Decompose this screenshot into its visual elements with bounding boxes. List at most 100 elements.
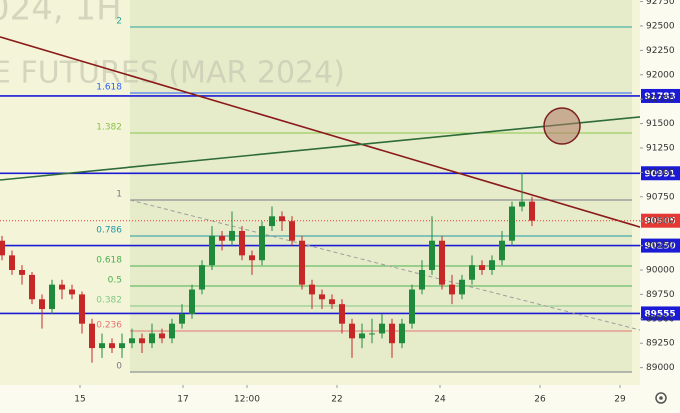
price-badge-label: 90250 [644, 242, 675, 252]
candle-body [219, 235, 225, 241]
candle-body [239, 230, 245, 256]
candle-body [489, 260, 495, 270]
candle-body [339, 304, 345, 324]
x-tick-label: 17 [177, 395, 188, 405]
fib-label: 1 [116, 190, 122, 200]
candle-body [399, 323, 405, 344]
candle-body [0, 240, 5, 256]
candle-body [299, 240, 305, 285]
candle-body [279, 216, 285, 222]
candle-body [289, 221, 295, 241]
candle-body [269, 216, 275, 227]
watermark: E FUTURES (MAR 2024) [0, 56, 345, 91]
candle-body [9, 255, 15, 270]
x-tick-label: 15 [74, 395, 85, 405]
price-badge-label: 91783 [644, 92, 675, 102]
price-badge-label: 90991 [644, 169, 675, 179]
candle-body [249, 255, 255, 261]
settings-icon[interactable] [655, 392, 667, 404]
candle-body [89, 323, 95, 349]
y-tick-label: 91750 [646, 95, 675, 105]
candle-body [129, 338, 135, 344]
y-tick-label: 91000 [646, 168, 675, 178]
y-tick-label: 92000 [646, 70, 675, 80]
trend-line [129, 199, 640, 331]
circle-marker [543, 107, 581, 145]
price-axis [640, 0, 680, 413]
candle-body [349, 323, 355, 339]
y-tick-label: 90250 [646, 241, 675, 251]
candle-body [439, 240, 445, 285]
candle-body [159, 333, 165, 339]
candle-body [179, 313, 185, 324]
trend-line [0, 116, 640, 181]
fib-label: 0.5 [108, 276, 122, 286]
x-tick-label: 12:00 [234, 395, 260, 405]
candle-body [389, 323, 395, 344]
candle-body [169, 323, 175, 339]
candle-body [329, 299, 335, 305]
candle-body [199, 265, 205, 290]
candle-body [69, 289, 75, 295]
candle-body [379, 323, 385, 334]
y-tick-label: 89250 [646, 339, 675, 349]
price-badge [641, 166, 680, 181]
candle-body [39, 299, 45, 310]
x-tick-label: 29 [614, 395, 626, 405]
candle-body [259, 226, 265, 261]
x-tick-label: 24 [434, 395, 446, 405]
candle-body [99, 343, 105, 349]
x-tick-label: 26 [534, 395, 546, 405]
fib-label: 0.618 [96, 255, 122, 265]
candle-body [139, 338, 145, 344]
candle-body [119, 343, 125, 349]
candle-body [59, 284, 65, 290]
candle-body [459, 279, 465, 295]
y-tick-label: 90500 [646, 217, 675, 227]
candle-body [519, 201, 525, 207]
candle-body [319, 294, 325, 300]
fib-label: 1.618 [96, 83, 122, 93]
last-price-label: 90505 [644, 217, 675, 227]
candle-body [189, 289, 195, 314]
y-tick-label: 91250 [646, 143, 675, 153]
candle-body [409, 289, 415, 324]
watermark: 024, 1H [0, 0, 122, 29]
candle-body [229, 230, 235, 241]
fib-label: 0.236 [96, 321, 122, 331]
y-tick-label: 89500 [646, 314, 675, 324]
candle-body [209, 235, 215, 266]
fib-label: 2 [116, 16, 122, 26]
y-tick-label: 90750 [646, 192, 675, 202]
fib-label: 0 [116, 362, 122, 372]
settings-icon-dot [659, 396, 663, 400]
candle-body [149, 333, 155, 344]
fib-label: 0.382 [96, 296, 122, 306]
y-tick-label: 92500 [646, 21, 675, 31]
fib-label: 0.786 [96, 226, 122, 236]
candle-body [29, 274, 35, 300]
candle-body [49, 284, 55, 310]
candle-body [369, 333, 375, 335]
y-tick-label: 89000 [646, 363, 675, 373]
last-price-badge [641, 213, 680, 228]
y-tick-label: 89750 [646, 290, 675, 300]
candle-body [499, 240, 505, 261]
fib-label: 1.382 [96, 122, 122, 132]
candle-body [19, 269, 25, 275]
trend-line [0, 36, 640, 228]
candle-body [429, 240, 435, 270]
candle-body [359, 333, 365, 339]
y-tick-label: 91500 [646, 119, 675, 129]
candle-body [469, 265, 475, 280]
candle-body [79, 294, 85, 324]
candle-body [479, 265, 485, 270]
y-tick-label: 92750 [646, 0, 675, 7]
candle-body [509, 206, 515, 241]
time-axis [0, 385, 640, 413]
price-badge [641, 88, 680, 103]
candle-body [529, 201, 535, 221]
y-tick-label: 90000 [646, 265, 675, 275]
candle-body [109, 343, 115, 349]
price-badge-label: 89555 [644, 309, 675, 319]
